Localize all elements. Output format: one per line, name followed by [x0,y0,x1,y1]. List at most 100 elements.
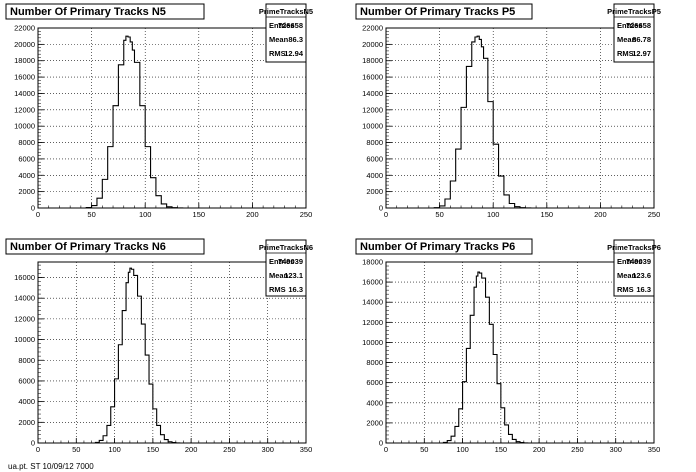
stats-label: RMS [269,285,286,294]
x-tick-label: 200 [594,210,607,219]
y-tick-label: 4000 [18,171,35,180]
title-box [355,238,533,255]
y-tick-label: 8000 [366,138,383,147]
stats-value: 749039 [278,257,303,266]
stats-box [265,239,307,297]
y-tick-label: 18000 [362,56,383,65]
x-tick-label: 0 [384,445,388,454]
stats-label: Mean [269,271,289,280]
stats-value: 16.3 [288,285,303,294]
x-tick-label: 150 [541,210,554,219]
y-tick-label: 0 [31,439,35,448]
y-tick-label: 8000 [366,358,383,367]
y-tick-label: 10000 [362,338,383,347]
x-tick-label: 0 [36,445,40,454]
plot-frame [37,261,307,444]
stats-label: Mean [617,35,637,44]
x-tick-label: 100 [456,445,469,454]
stats-box [613,239,655,297]
y-tick-label: 12000 [14,314,35,323]
histogram-line [80,35,184,209]
histogram-panel-1: 0 50 100 150 200 250 0 2000 4000 6000 8000 10000 120… [5,3,313,219]
y-tick-label: 10000 [362,122,383,131]
title-box [355,3,533,20]
x-tick-label: 0 [384,210,388,219]
x-tick-label: 300 [609,445,622,454]
y-tick-label: 6000 [18,154,35,163]
chart-title: Number Of Primary Tracks N6 [10,241,166,253]
x-tick-label: 300 [261,445,274,454]
x-tick-label: 100 [108,445,121,454]
x-tick-label: 150 [193,210,206,219]
stats-box [265,3,307,63]
stats-label: Entries [617,257,642,266]
stats-box [613,3,655,63]
stats-value: 726658 [626,21,651,30]
x-tick-label: 200 [246,210,259,219]
y-tick-label: 18000 [362,258,383,267]
chart-title: Number Of Primary Tracks P6 [360,241,515,253]
y-tick-label: 4000 [366,398,383,407]
x-tick-label: 200 [533,445,546,454]
y-tick-label: 6000 [18,376,35,385]
x-tick-label: 0 [36,210,40,219]
histogram-line [428,35,532,209]
y-tick-label: 6000 [366,154,383,163]
stats-name: PrimeTracksN5 [259,7,313,16]
y-tick-label: 16000 [362,73,383,82]
stats-name: PrimeTracksP6 [607,243,661,252]
y-tick-label: 0 [31,204,35,213]
histogram-line [439,271,529,444]
x-tick-label: 150 [147,445,160,454]
x-tick-label: 100 [139,210,152,219]
y-tick-label: 14000 [362,89,383,98]
y-tick-label: 4000 [366,171,383,180]
x-tick-label: 100 [487,210,500,219]
y-tick-label: 2000 [366,418,383,427]
stats-name: PrimeTracksP5 [607,7,661,16]
footer-text: ua.pt. ST 10/09/12 7000 [8,462,94,471]
y-tick-label: 0 [379,439,383,448]
y-tick-label: 12000 [362,105,383,114]
title-box [5,3,205,20]
stats-label: Mean [269,35,289,44]
x-tick-label: 200 [185,445,198,454]
y-tick-label: 22000 [14,24,35,33]
x-tick-label: 350 [648,445,661,454]
y-tick-label: 16000 [14,73,35,82]
stats-value: 16.3 [636,285,651,294]
plot-frame [385,27,655,209]
stats-value: 123.1 [284,271,303,280]
x-tick-label: 250 [300,210,313,219]
y-tick-label: 14000 [14,89,35,98]
title-box [5,238,205,255]
y-tick-label: 20000 [362,40,383,49]
y-tick-label: 8000 [18,356,35,365]
x-tick-label: 250 [223,445,236,454]
stats-label: Entries [269,21,294,30]
plot-frame [37,27,307,209]
y-tick-label: 20000 [14,40,35,49]
x-tick-label: 50 [72,445,80,454]
stats-value: 12.97 [632,49,651,58]
histogram-line [91,267,181,444]
stats-label: RMS [617,49,634,58]
histogram-panel-4: 0 50 100 150 200 250 300 350 0 2000 4000 6000 8000 10… [355,238,661,454]
histogram-panel-3: 0 50 100 150 200 250 300 350 0 2000 4000 6000 8000 10… [5,238,313,454]
y-tick-label: 10000 [14,122,35,131]
y-tick-label: 12000 [362,318,383,327]
stats-value: 86.78 [632,35,651,44]
y-tick-label: 4000 [18,397,35,406]
y-tick-label: 14000 [362,298,383,307]
stats-value: 12.94 [284,49,304,58]
y-tick-label: 2000 [18,418,35,427]
x-tick-label: 50 [87,210,95,219]
stats-label: RMS [617,285,634,294]
stats-label: Mean [617,271,637,280]
stats-name: PrimeTracksN6 [259,243,313,252]
x-tick-label: 150 [495,445,508,454]
x-tick-label: 250 [648,210,661,219]
y-tick-label: 18000 [14,56,35,65]
histogram-panel-2: 0 50 100 150 200 250 0 2000 4000 6000 8000 10000 120… [355,3,661,219]
stats-label: RMS [269,49,286,58]
